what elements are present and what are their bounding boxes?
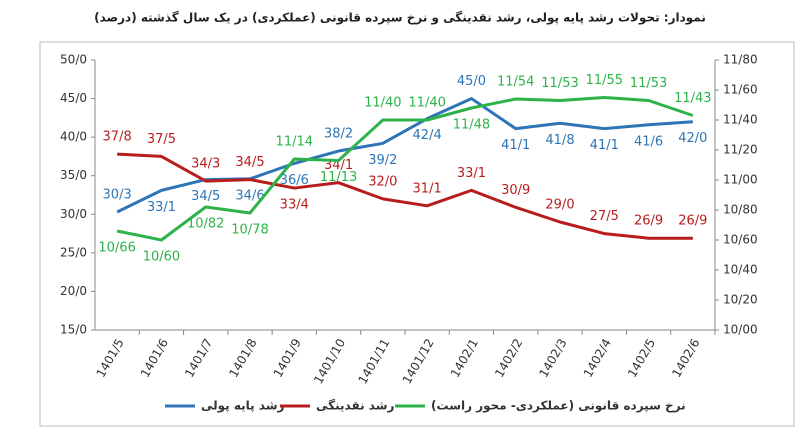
y2-tick-label: 11/40	[723, 113, 758, 127]
chart-title: نمودار: تحولات رشد پایه پولی، رشد نقدینگ…	[94, 11, 706, 26]
data-label: 37/8	[103, 130, 132, 145]
y2-tick-label: 10/80	[723, 203, 758, 217]
x-tick-label: 1402/6	[669, 336, 702, 380]
data-label: 11/54	[497, 75, 534, 90]
data-label: 27/5	[590, 209, 619, 224]
x-tick-label: 1401/7	[182, 336, 215, 380]
legend-label: رشد نقدینگی	[316, 399, 395, 413]
x-tick-label: 1402/5	[625, 336, 658, 380]
legend-label: نرخ سپرده قانونی (عملکردی- محور راست)	[431, 399, 686, 414]
data-label: 30/9	[501, 183, 530, 198]
data-label: 31/1	[413, 181, 442, 196]
data-label: 11/40	[364, 96, 401, 111]
y2-tick-label: 11/20	[723, 143, 758, 157]
chart-frame	[39, 41, 795, 427]
data-label: 11/53	[630, 76, 667, 91]
data-label: 45/0	[457, 74, 486, 89]
y-tick-label: 30/0	[60, 207, 87, 221]
data-label: 30/3	[103, 187, 132, 202]
data-label: 26/9	[634, 214, 663, 229]
data-label: 11/14	[276, 135, 313, 150]
data-label: 38/2	[324, 127, 353, 142]
data-label: 10/78	[231, 223, 268, 238]
data-label: 41/1	[590, 138, 619, 153]
y2-tick-label: 11/60	[723, 83, 758, 97]
y-tick-label: 50/0	[60, 53, 87, 67]
y-tick-label: 15/0	[60, 323, 87, 337]
data-label: 37/5	[147, 132, 176, 147]
data-label: 33/1	[147, 200, 176, 215]
series-line	[116, 96, 694, 242]
y2-tick-label: 10/00	[723, 323, 758, 337]
data-label: 34/5	[191, 189, 220, 204]
x-tick-label: 1401/10	[311, 336, 348, 386]
data-label: 33/1	[457, 166, 486, 181]
data-label: 42/0	[678, 131, 707, 146]
data-label: 10/66	[98, 241, 135, 256]
data-label: 11/55	[586, 73, 623, 88]
legend-label: رشد پایه پولی	[201, 399, 285, 414]
x-tick-label: 1402/2	[492, 336, 525, 380]
y-tick-label: 20/0	[60, 284, 87, 298]
data-label: 41/6	[634, 134, 663, 149]
data-label: 33/4	[280, 198, 309, 213]
x-tick-label: 1401/6	[138, 336, 171, 380]
data-label: 29/0	[545, 198, 574, 213]
series-line	[117, 152, 693, 240]
y2-tick-label: 11/80	[723, 53, 758, 67]
x-tick-label: 1402/4	[581, 336, 614, 380]
x-tick-label: 1401/12	[400, 336, 437, 386]
data-label: 34/5	[235, 155, 264, 170]
data-label: 42/4	[413, 128, 442, 143]
y2-tick-label: 11/00	[723, 173, 758, 187]
y-tick-label: 25/0	[60, 245, 87, 259]
data-label: 11/53	[541, 76, 578, 91]
data-label: 39/2	[368, 153, 397, 168]
y-tick-label: 45/0	[60, 91, 87, 105]
data-label: 10/82	[187, 217, 224, 232]
x-tick-label: 1402/1	[448, 336, 481, 380]
x-tick-label: 1401/8	[226, 336, 259, 380]
x-tick-label: 1401/9	[271, 336, 304, 380]
data-label: 10/60	[143, 250, 180, 265]
data-label: 32/0	[368, 174, 397, 189]
x-tick-label: 1401/5	[94, 336, 127, 380]
data-label: 34/1	[324, 158, 353, 173]
data-label: 11/13	[320, 170, 357, 185]
x-tick-label: 1401/11	[355, 336, 392, 386]
data-label: 34/6	[235, 188, 264, 203]
y-tick-label: 40/0	[60, 130, 87, 144]
x-tick-label: 1402/3	[536, 336, 569, 380]
data-label: 34/3	[191, 157, 220, 172]
data-label: 11/43	[674, 91, 711, 106]
y2-tick-label: 10/20	[723, 293, 758, 307]
data-label: 11/48	[453, 118, 490, 133]
data-label: 41/1	[501, 138, 530, 153]
data-label: 26/9	[678, 214, 707, 229]
data-label: 36/6	[280, 173, 309, 188]
y2-tick-label: 10/60	[723, 233, 758, 247]
y-tick-label: 35/0	[60, 168, 87, 182]
data-label: 11/40	[408, 96, 445, 111]
data-label: 41/8	[545, 133, 574, 148]
y2-tick-label: 10/40	[723, 263, 758, 277]
